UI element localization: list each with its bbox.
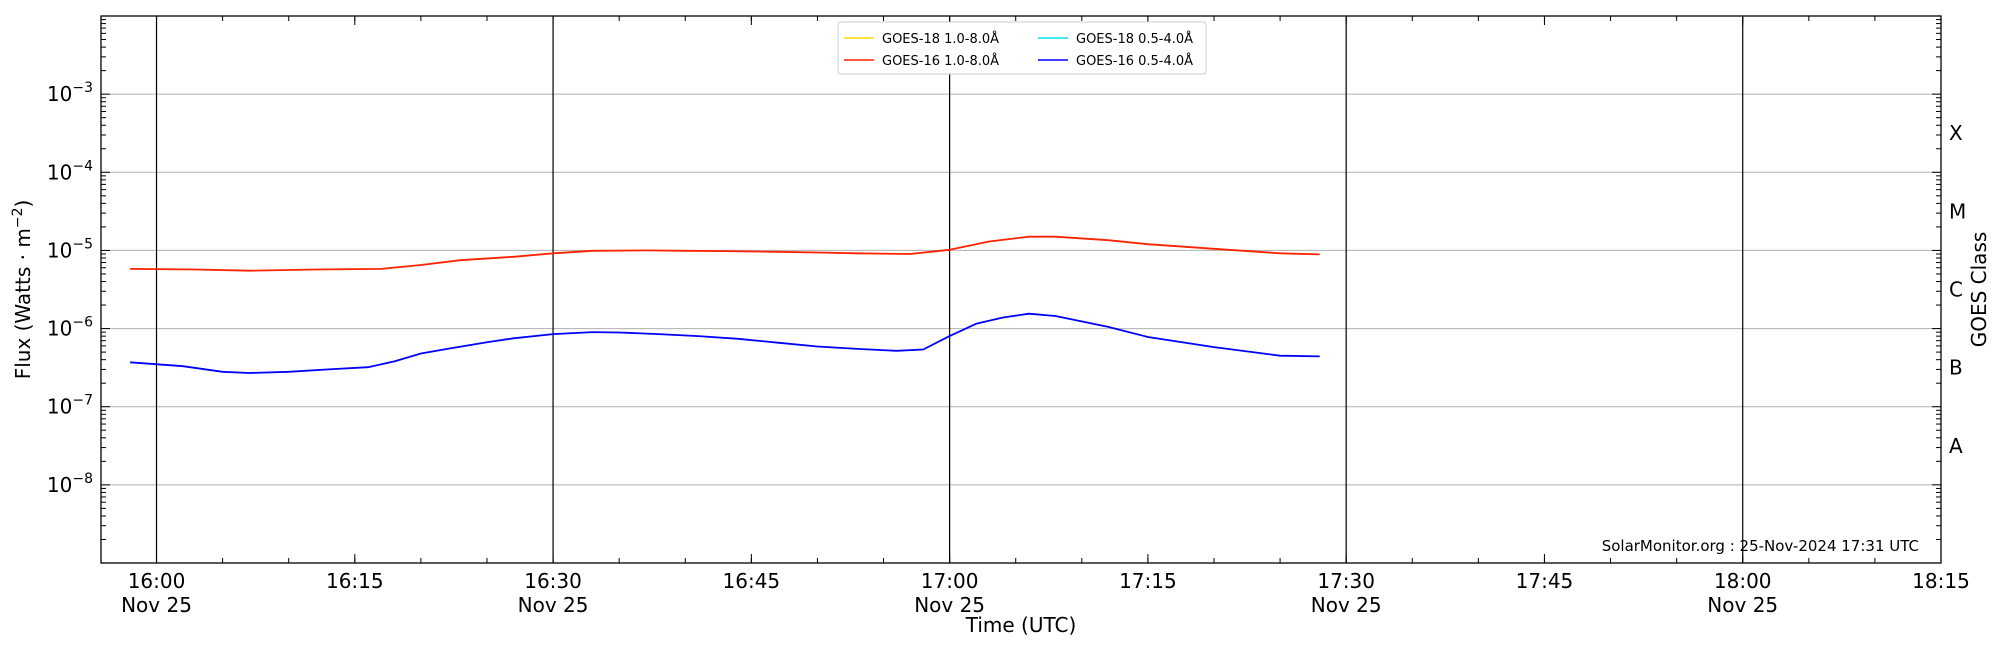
x-tick-label: 18:00: [1714, 569, 1772, 593]
x-tick-date-label: Nov 25: [518, 593, 589, 617]
x-tick-label: 16:45: [723, 569, 781, 593]
y-axis-title-sup: −2: [10, 208, 26, 229]
y-tick-exponent: −5: [72, 236, 93, 252]
legend-item: GOES-16 0.5-4.0Å: [1038, 53, 1193, 69]
y-tick-exponent: −4: [72, 158, 93, 174]
legend-items: GOES-18 1.0-8.0Å GOES-18 0.5-4.0Å GOES-16 …: [844, 31, 1193, 69]
y-tick-labels: 10−810−710−610−510−410−3: [47, 80, 93, 497]
x-tick-label: 17:15: [1119, 569, 1177, 593]
x-tick-label: 17:00: [921, 569, 979, 593]
x-tick-label: 18:15: [1912, 569, 1970, 593]
y-tick-exponent: −7: [72, 393, 93, 409]
y-tick-label: 10−6: [47, 315, 93, 341]
x-tick-date-label: Nov 25: [121, 593, 192, 617]
x-axis-title: Time (UTC): [965, 613, 1077, 637]
legend-item: GOES-18 0.5-4.0Å: [1038, 31, 1193, 47]
goes-class-label: C: [1949, 278, 1963, 302]
goes-class-label: X: [1949, 121, 1963, 145]
grid-layer: [101, 16, 1941, 563]
series-layer: [130, 235, 1320, 374]
series-line: [130, 312, 1320, 374]
goes-class-labels: A B C M X: [1949, 121, 1966, 458]
tick-layer: [101, 16, 1942, 563]
y-tick-exponent: −8: [72, 471, 93, 487]
x-tick-label: 16:15: [326, 569, 384, 593]
x-tick-label: 17:45: [1516, 569, 1574, 593]
y-axis-title: Flux (Watts · m−2): [10, 200, 35, 380]
y-axis-title-close: ): [11, 200, 35, 208]
legend-label: GOES-16 0.5-4.0Å: [1076, 53, 1193, 69]
x-tick-date-label: Nov 25: [1311, 593, 1382, 617]
goes-class-label: A: [1949, 434, 1963, 458]
y-tick-base: 10: [47, 82, 72, 106]
x-tick-date-label: Nov 25: [914, 593, 985, 617]
legend-label: GOES-16 1.0-8.0Å: [882, 53, 999, 69]
y-tick-label: 10−8: [47, 471, 93, 497]
y-tick-label: 10−5: [47, 236, 93, 262]
y-tick-exponent: −3: [72, 80, 93, 96]
y-tick-exponent: −6: [72, 315, 93, 331]
legend-item: GOES-18 1.0-8.0Å: [844, 31, 999, 47]
x-tick-label: 17:30: [1317, 569, 1375, 593]
x-tick-label: 16:00: [128, 569, 186, 593]
legend-label: GOES-18 0.5-4.0Å: [1076, 31, 1193, 47]
legend-label: GOES-18 1.0-8.0Å: [882, 31, 999, 47]
x-tick-label: 16:30: [524, 569, 582, 593]
y-tick-base: 10: [47, 160, 72, 184]
legend: GOES-18 1.0-8.0Å GOES-18 0.5-4.0Å GOES-16 …: [837, 21, 1207, 75]
y-tick-base: 10: [47, 395, 72, 419]
y-tick-label: 10−4: [47, 158, 93, 184]
y-tick-base: 10: [47, 238, 72, 262]
series-line: [130, 235, 1320, 272]
plot-frame: [100, 15, 1942, 564]
goes-class-label: M: [1949, 199, 1966, 223]
legend-item: GOES-16 1.0-8.0Å: [844, 53, 999, 69]
y-tick-base: 10: [47, 473, 72, 497]
y-tick-label: 10−3: [47, 80, 93, 106]
plot-area: [101, 16, 1941, 563]
legend-box: [837, 21, 1207, 75]
x-tick-date-label: Nov 25: [1707, 593, 1778, 617]
goes-class-label: B: [1949, 356, 1963, 380]
watermark-text: SolarMonitor.org : 25-Nov-2024 17:31 UTC: [1602, 537, 1919, 555]
y-axis-title-main: Flux (Watts · m: [11, 228, 35, 379]
goes-class-axis-title: GOES Class: [1967, 232, 1991, 348]
y-tick-label: 10−7: [47, 393, 93, 419]
y-tick-base: 10: [47, 317, 72, 341]
